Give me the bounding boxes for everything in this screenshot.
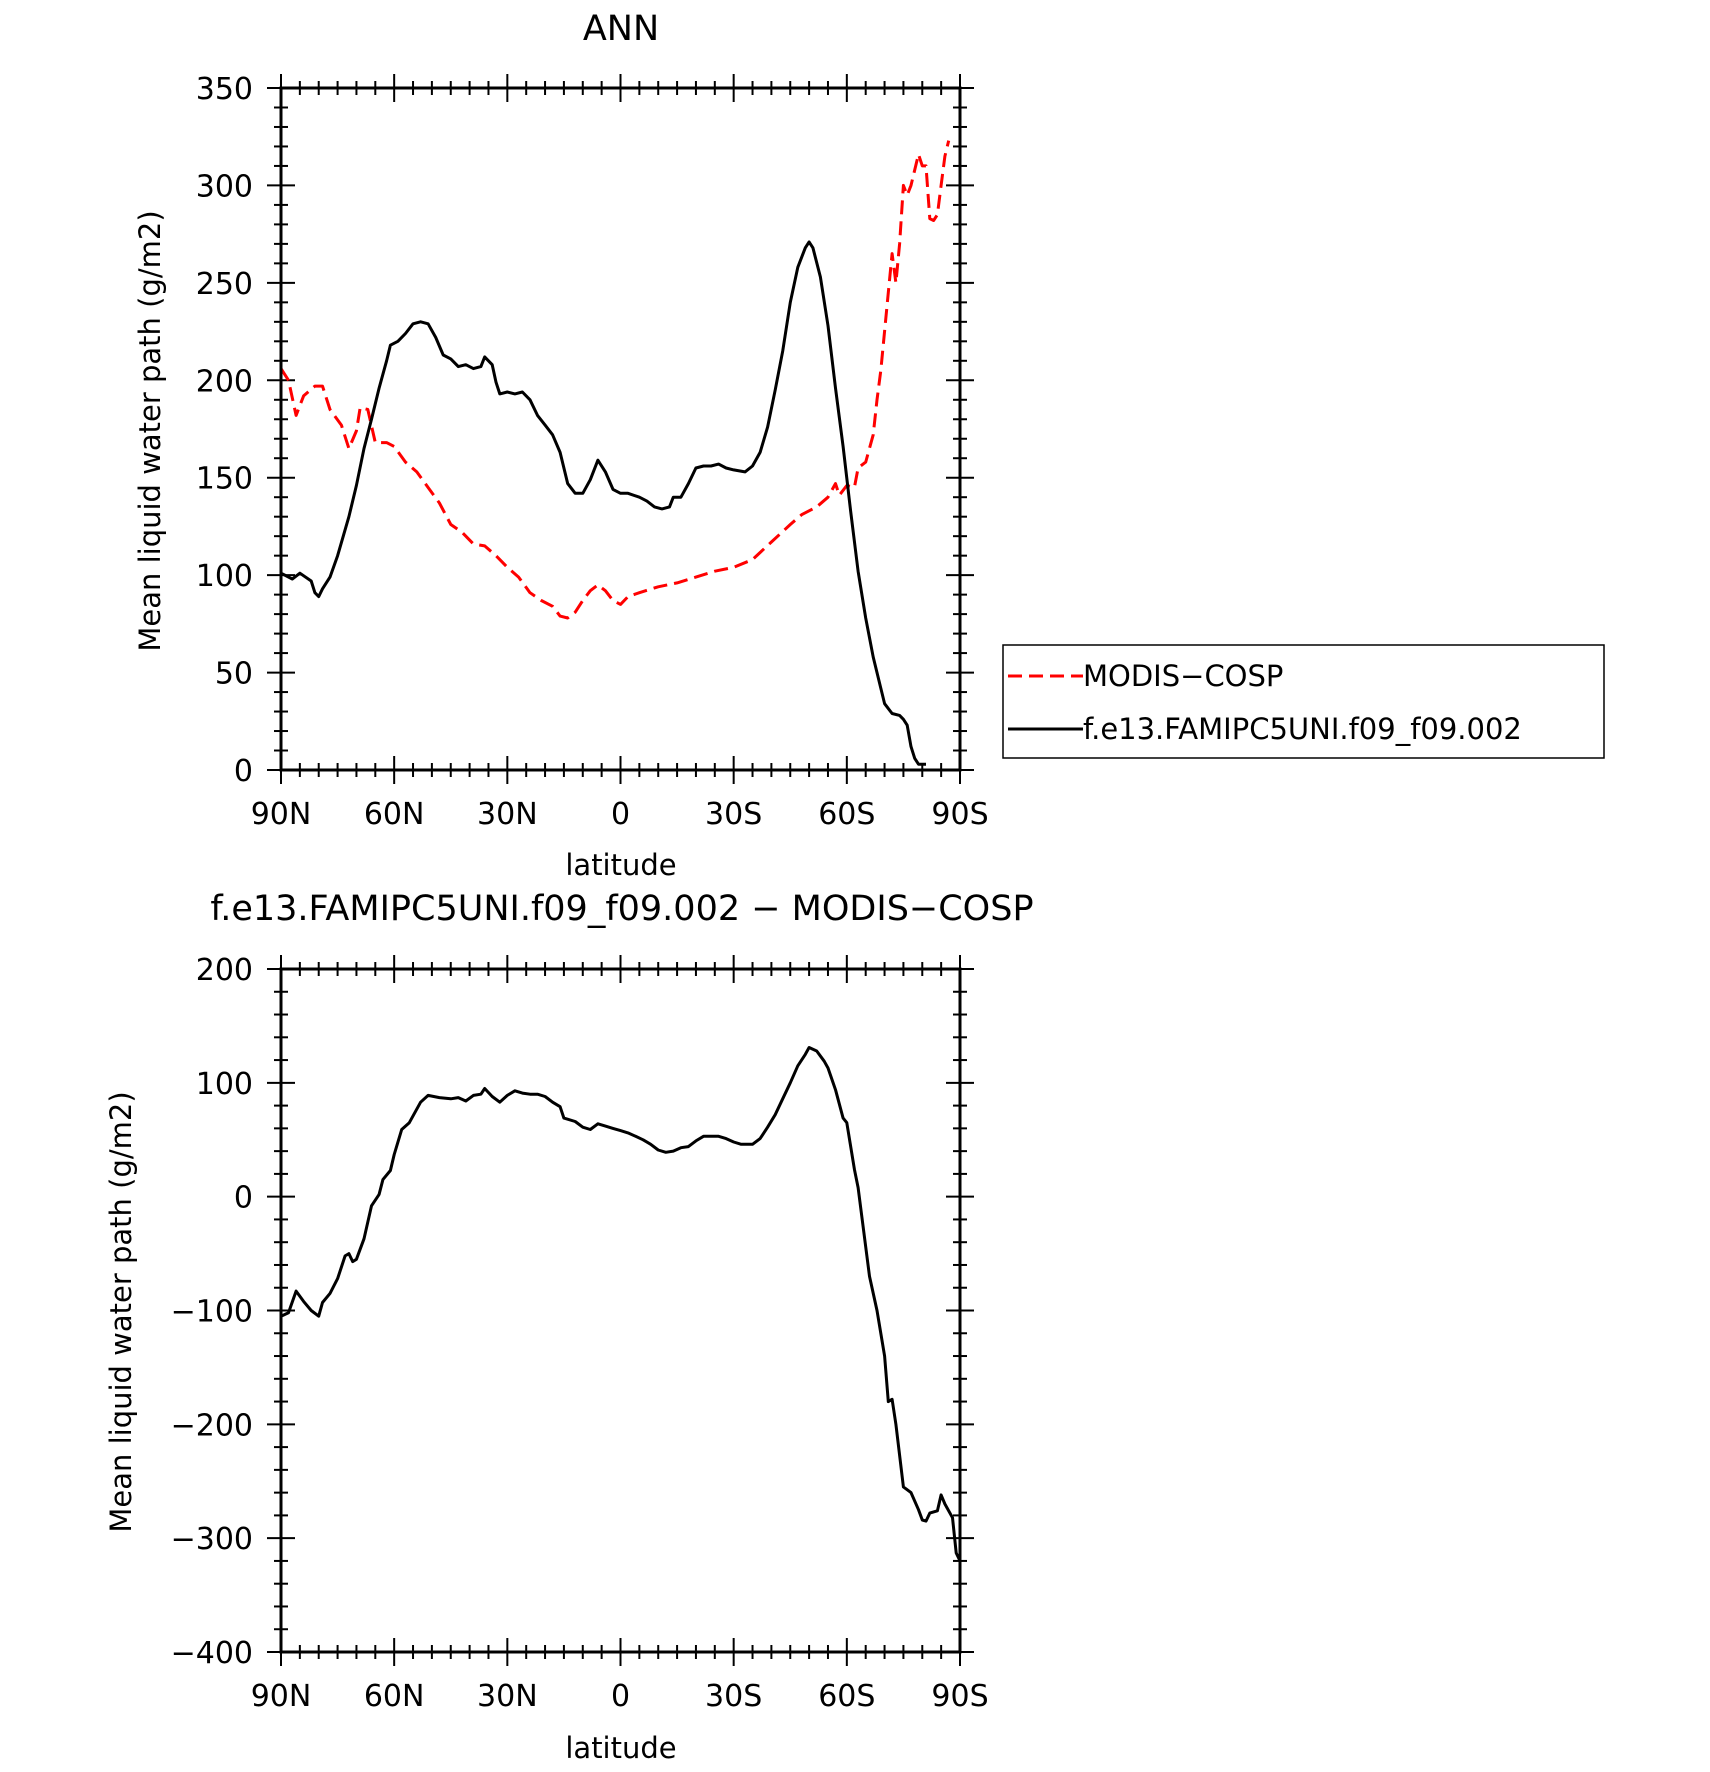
x-tick-label: 60S: [818, 1679, 875, 1714]
y-tick-label: 200: [196, 364, 253, 399]
x-tick-label: 30N: [477, 797, 538, 832]
legend: MODIS−COSP f.e13.FAMIPC5UNI.f09_f09.002: [1002, 644, 1605, 759]
y-tick-label: 50: [215, 657, 253, 692]
y-tick-label: 150: [196, 462, 253, 497]
y-tick-label: 0: [234, 754, 253, 789]
x-tick-label: 90N: [251, 797, 312, 832]
y-tick-label: −400: [171, 1636, 253, 1671]
bottom-ticks: [267, 955, 974, 1666]
top-x-axis-title: latitude: [565, 848, 676, 882]
y-tick-label: 0: [234, 1181, 253, 1216]
x-tick-label: 0: [611, 797, 630, 832]
top-y-axis-title: Mean liquid water path (g/m2): [133, 210, 167, 651]
y-tick-label: −100: [171, 1295, 253, 1330]
x-tick-label: 90S: [931, 1679, 988, 1714]
legend-label-model: f.e13.FAMIPC5UNI.f09_f09.002: [1083, 712, 1522, 746]
x-tick-label: 30S: [705, 797, 762, 832]
bottom-y-axis-title: Mean liquid water path (g/m2): [104, 1091, 138, 1532]
top-series: [279, 140, 951, 766]
bottom-plot-frame: [279, 967, 962, 1654]
top-plot-frame: [279, 86, 962, 772]
bottom-panel: f.e13.FAMIPC5UNI.f09_f09.002 − MODIS−COS…: [104, 889, 1034, 1765]
legend-label-modis: MODIS−COSP: [1083, 659, 1283, 693]
y-tick-label: −300: [171, 1522, 253, 1557]
legend-box: [1002, 644, 1605, 759]
y-tick-label: 250: [196, 267, 253, 302]
top-panel: ANN latitude Mean liquid water path (g/m…: [133, 9, 1605, 882]
x-tick-label: 90N: [251, 1679, 312, 1714]
y-tick-label: 100: [196, 559, 253, 594]
y-tick-label: −200: [171, 1408, 253, 1443]
bottom-tick-labels: 90N 60N 30N 0 30S 60S 90S −400 −300 −200 −100 0 100 2…: [171, 953, 989, 1714]
y-tick-label: 100: [196, 1067, 253, 1102]
series-line-difference: [280, 1046, 962, 1562]
top-tick-labels: 90N 60N 30N 0 30S 60S 90S 0 50 100 150 200 250 300 350: [196, 72, 989, 832]
x-tick-label: 60N: [364, 1679, 425, 1714]
x-tick-label: 90S: [931, 797, 988, 832]
x-tick-label: 60N: [364, 797, 425, 832]
y-tick-label: 350: [196, 72, 253, 107]
x-tick-label: 30N: [477, 1679, 538, 1714]
bottom-x-axis-title: latitude: [565, 1731, 676, 1765]
bottom-series: [280, 1046, 962, 1562]
y-tick-label: 300: [196, 169, 253, 204]
x-tick-label: 30S: [705, 1679, 762, 1714]
bottom-plot-title: f.e13.FAMIPC5UNI.f09_f09.002 − MODIS−COS…: [210, 889, 1033, 929]
series-line-modis-cosp: [279, 140, 951, 620]
series-line-model: [280, 240, 926, 766]
x-tick-label: 60S: [818, 797, 875, 832]
top-plot-title: ANN: [583, 9, 659, 49]
y-tick-label: 200: [196, 953, 253, 988]
x-tick-label: 0: [611, 1679, 630, 1714]
